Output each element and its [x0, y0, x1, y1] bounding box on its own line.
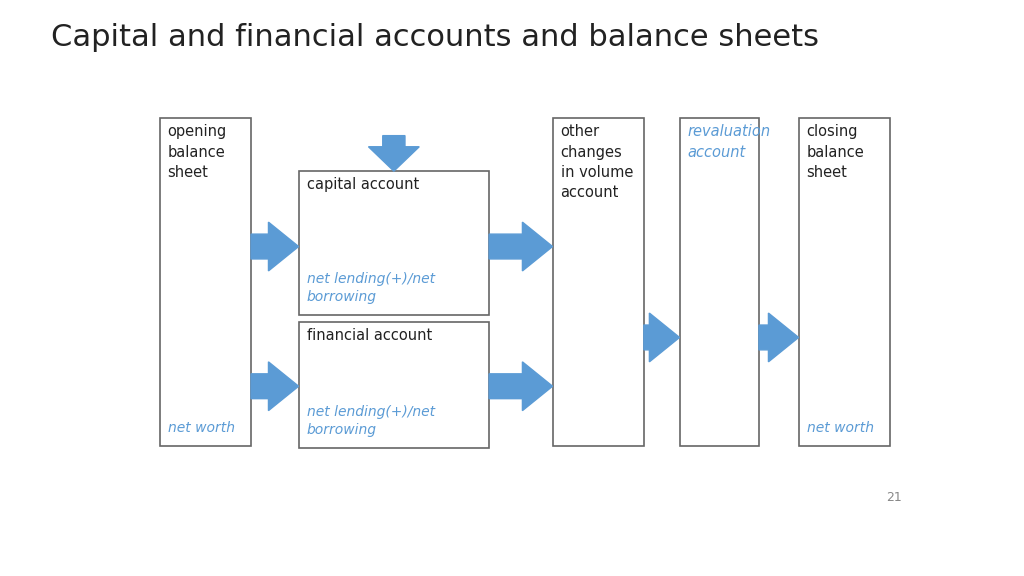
Polygon shape	[251, 362, 299, 411]
Polygon shape	[644, 313, 680, 362]
Text: revaluation
account: revaluation account	[687, 124, 771, 160]
Bar	[299, 322, 489, 448]
Polygon shape	[759, 313, 799, 362]
Text: net lending(+)/net
borrowing: net lending(+)/net borrowing	[306, 405, 434, 437]
Bar	[553, 118, 644, 446]
Polygon shape	[489, 222, 553, 271]
Bar	[680, 118, 759, 446]
Bar	[799, 118, 890, 446]
Polygon shape	[369, 136, 419, 171]
Text: 21: 21	[886, 491, 902, 504]
Text: net lending(+)/net
borrowing: net lending(+)/net borrowing	[306, 272, 434, 304]
Text: other
changes
in volume
account: other changes in volume account	[560, 124, 633, 200]
Bar	[160, 118, 251, 446]
Text: capital account: capital account	[306, 177, 419, 192]
Text: financial account: financial account	[306, 328, 432, 343]
Text: closing
balance
sheet: closing balance sheet	[807, 124, 864, 180]
Bar	[299, 171, 489, 315]
Text: net worth: net worth	[168, 421, 234, 435]
Text: Capital and financial accounts and balance sheets: Capital and financial accounts and balan…	[51, 23, 819, 52]
Polygon shape	[251, 222, 299, 271]
Text: net worth: net worth	[807, 421, 873, 435]
Polygon shape	[489, 362, 553, 411]
Text: opening
balance
sheet: opening balance sheet	[168, 124, 227, 180]
